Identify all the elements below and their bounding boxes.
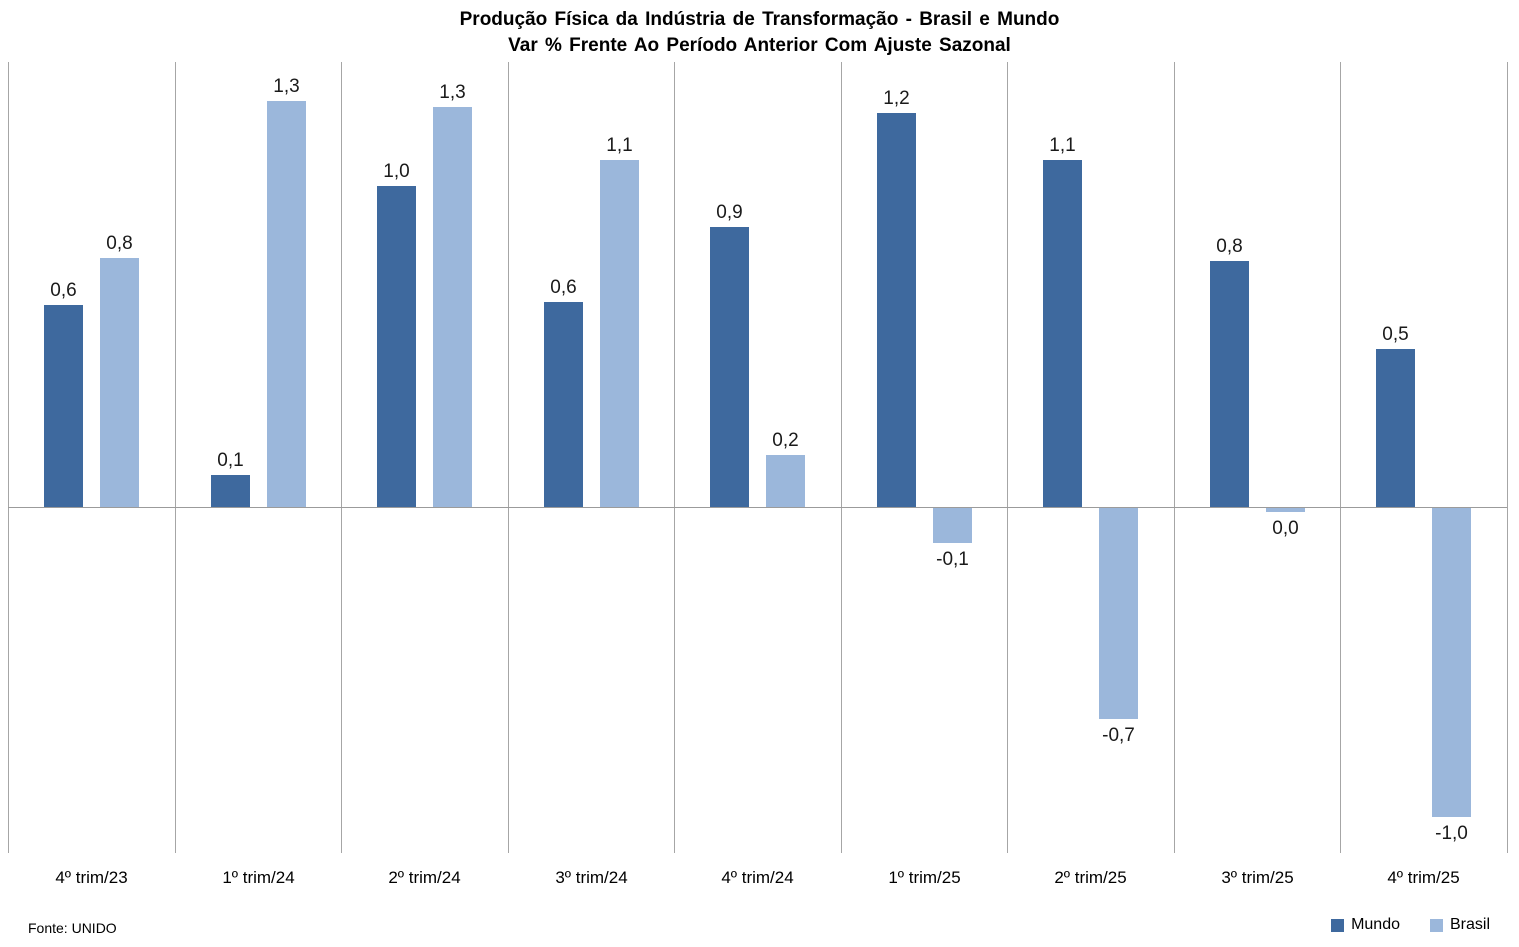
bar-mundo: [377, 186, 416, 507]
x-axis-labels: 4º trim/23 1º trim/24 2º trim/24 3º trim/24…: [8, 866, 1507, 892]
legend-item-brasil: Brasil: [1429, 916, 1490, 933]
value-label: 1,1: [606, 135, 633, 156]
category-label: 3º trim/24: [555, 868, 628, 887]
legend: Mundo Brasil: [1331, 912, 1490, 938]
category-label: 4º trim/24: [721, 868, 794, 887]
bar-brasil: [1099, 508, 1138, 719]
gridline: [1340, 62, 1341, 853]
value-label: 1,1: [1049, 135, 1076, 156]
value-label: 0,9: [716, 202, 743, 223]
value-label: 1,0: [383, 161, 410, 182]
source-note: Fonte: UNIDO: [28, 920, 117, 936]
category-label: 1º trim/24: [222, 868, 295, 887]
category-label: 1º trim/25: [888, 868, 961, 887]
category-label: 4º trim/25: [1387, 868, 1460, 887]
value-label: -1,0: [1435, 823, 1468, 844]
value-label: -0,7: [1102, 725, 1135, 746]
bar-brasil: [1266, 508, 1305, 512]
category-label: 3º trim/25: [1221, 868, 1294, 887]
value-label: 0,8: [106, 233, 133, 254]
bar-brasil: [1432, 508, 1471, 817]
value-label: 0,6: [50, 280, 77, 301]
gridline: [508, 62, 509, 853]
legend-label: Brasil: [1449, 916, 1490, 933]
bar-brasil: [600, 160, 639, 507]
legend-label: Mundo: [1351, 916, 1400, 933]
bar-brasil: [267, 101, 306, 507]
chart-title-line1: Produção Física da Indústria de Transfor…: [459, 9, 1060, 30]
gridline: [674, 62, 675, 853]
bar-mundo: [1043, 160, 1082, 507]
bar-brasil: [933, 508, 972, 543]
value-label: 0,2: [772, 430, 799, 451]
chart-title: Produção Física da Indústria de Transfor…: [0, 7, 1519, 59]
bar-mundo: [877, 113, 916, 507]
gridline: [1174, 62, 1175, 853]
bar-brasil: [100, 258, 139, 507]
value-label: 1,3: [273, 76, 300, 97]
gridline: [8, 62, 9, 853]
bar-mundo: [211, 475, 250, 507]
value-label: 0,0: [1272, 518, 1299, 539]
legend-item-mundo: Mundo: [1331, 917, 1400, 933]
value-label: -0,1: [936, 549, 969, 570]
category-label: 4º trim/23: [55, 868, 128, 887]
bar-mundo: [544, 302, 583, 507]
bar-mundo: [1376, 349, 1415, 507]
value-label: 0,8: [1216, 236, 1243, 257]
legend-swatch-brasil-icon: [1429, 918, 1443, 932]
value-label: 0,1: [217, 450, 244, 471]
value-label: 0,6: [550, 277, 577, 298]
bar-mundo: [1210, 261, 1249, 507]
plot-area: 0,6 0,1 1,0 0,6 0,9 1,2 1,1 0,8 0,5 0,8 1,3 1,3 1,1 0…: [8, 62, 1508, 853]
zero-axis-line: [8, 507, 1507, 508]
gridline: [841, 62, 842, 853]
gridline: [1507, 62, 1508, 853]
category-label: 2º trim/24: [388, 868, 461, 887]
bar-mundo: [710, 227, 749, 507]
value-label: 0,5: [1382, 324, 1409, 345]
value-label: 1,2: [883, 88, 910, 109]
gridline: [1007, 62, 1008, 853]
gridline: [175, 62, 176, 853]
chart-title-line2: Var % Frente Ao Período Anterior Com Aju…: [508, 35, 1011, 56]
value-label: 1,3: [439, 82, 466, 103]
bar-mundo: [44, 305, 83, 507]
legend-swatch-mundo-icon: [1331, 918, 1345, 932]
category-label: 2º trim/25: [1054, 868, 1127, 887]
gridline: [341, 62, 342, 853]
bar-brasil: [766, 455, 805, 507]
bar-brasil: [433, 107, 472, 507]
